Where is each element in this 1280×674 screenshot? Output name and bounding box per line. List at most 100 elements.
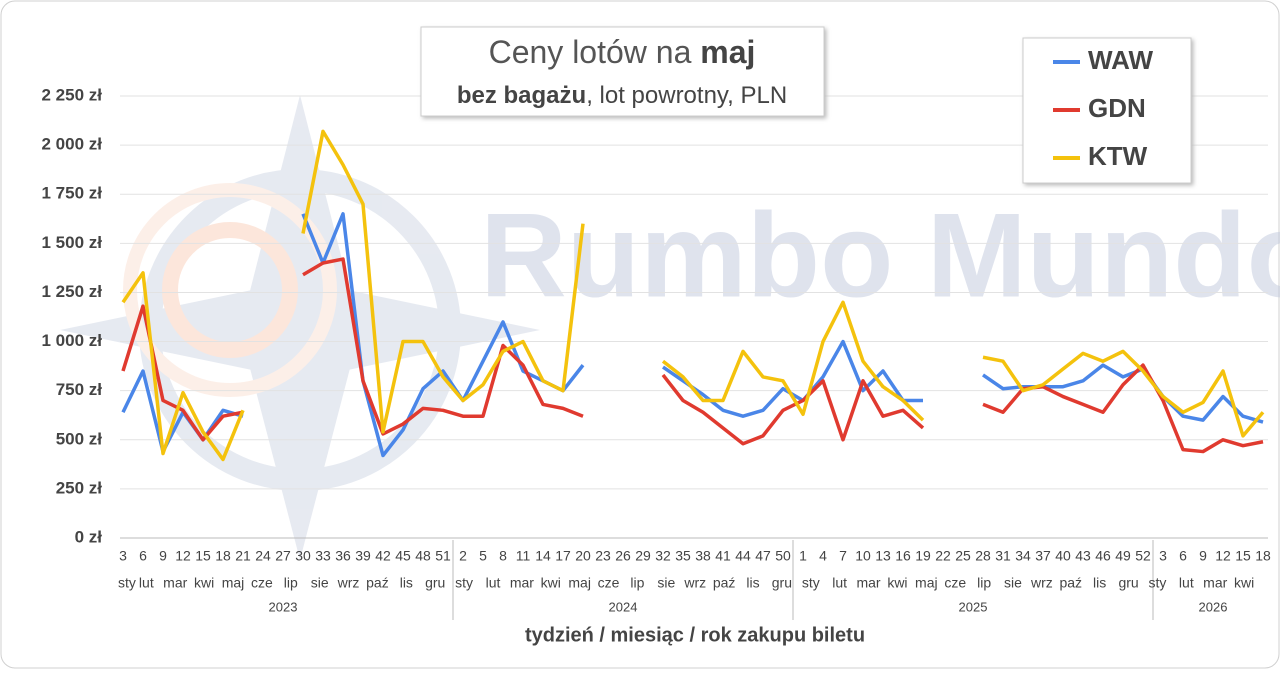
y-tick-label: 750 zł <box>56 380 103 399</box>
y-tick-label: 0 zł <box>75 527 103 546</box>
x-tick-label: 31 <box>995 548 1011 564</box>
month-label: maj <box>568 575 591 591</box>
year-label: 2023 <box>269 599 298 614</box>
x-tick-label: 15 <box>1235 548 1251 564</box>
x-tick-label: 29 <box>635 548 651 564</box>
x-tick-label: 38 <box>695 548 711 564</box>
month-label: kwi <box>194 575 214 591</box>
x-tick-label: 18 <box>215 548 231 564</box>
y-tick-label: 250 zł <box>56 478 103 497</box>
x-tick-label: 6 <box>1179 548 1187 564</box>
month-label: sty <box>802 575 820 591</box>
x-tick-label: 37 <box>1035 548 1051 564</box>
month-label: lip <box>284 575 298 591</box>
month-label: lip <box>630 575 644 591</box>
x-tick-label: 3 <box>1159 548 1167 564</box>
x-tick-label: 49 <box>1115 548 1131 564</box>
month-label: lis <box>1093 575 1106 591</box>
x-tick-label: 15 <box>195 548 211 564</box>
y-tick-label: 2 250 zł <box>42 85 103 104</box>
title-box <box>420 26 825 117</box>
watermark-text: Rumbo Mundo <box>480 189 1280 323</box>
month-label: cze <box>944 575 966 591</box>
legend-box <box>1022 37 1192 184</box>
x-tick-label: 26 <box>615 548 631 564</box>
subtitle-part: , lot powrotny, PLN <box>586 82 787 109</box>
chart-title: Ceny lotów na maj <box>489 34 756 70</box>
title-part: Ceny lotów na <box>489 34 701 70</box>
watermark-logo <box>60 95 540 560</box>
month-label: lip <box>977 575 991 591</box>
x-tick-label: 46 <box>1095 548 1111 564</box>
month-label: maj <box>915 575 938 591</box>
x-tick-label: 35 <box>675 548 691 564</box>
month-label: gru <box>425 575 445 591</box>
x-tick-label: 18 <box>1255 548 1271 564</box>
month-label: cze <box>598 575 620 591</box>
y-tick-label: 1 500 zł <box>42 233 103 252</box>
month-label: kwi <box>1234 575 1254 591</box>
x-tick-label: 14 <box>535 548 551 564</box>
series-line <box>121 257 1264 454</box>
legend-label: GDN <box>1088 93 1146 123</box>
x-tick-label: 8 <box>499 548 507 564</box>
legend-label: WAW <box>1088 45 1153 75</box>
x-tick-label: 3 <box>119 548 127 564</box>
x-tick-label: 17 <box>555 548 571 564</box>
month-label: kwi <box>887 575 907 591</box>
x-tick-label: 50 <box>775 548 791 564</box>
x-tick-label: 2 <box>459 548 467 564</box>
x-tick-label: 41 <box>715 548 731 564</box>
x-tick-label: 32 <box>655 548 671 564</box>
x-tick-label: 5 <box>479 548 487 564</box>
x-tick-label: 1 <box>799 548 807 564</box>
x-tick-label: 24 <box>255 548 271 564</box>
x-tick-label: 30 <box>295 548 311 564</box>
subtitle-part: bez bagażu <box>457 82 586 109</box>
month-label: mar <box>1203 575 1227 591</box>
month-label: lis <box>400 575 413 591</box>
month-label: paź <box>1059 575 1082 591</box>
x-tick-label: 12 <box>175 548 191 564</box>
x-tick-label: 4 <box>819 548 827 564</box>
month-label: wrz <box>1030 575 1053 591</box>
x-tick-label: 42 <box>375 548 391 564</box>
x-tick-label: 47 <box>755 548 771 564</box>
x-tick-label: 48 <box>415 548 431 564</box>
x-tick-label: 9 <box>1199 548 1207 564</box>
x-tick-label: 6 <box>139 548 147 564</box>
x-tick-label: 51 <box>435 548 451 564</box>
month-label: mar <box>856 575 880 591</box>
x-tick-label: 33 <box>315 548 331 564</box>
month-label: paź <box>366 575 389 591</box>
month-label: mar <box>510 575 534 591</box>
x-axis-title: tydzień / miesiąc / rok zakupu biletu <box>525 624 865 646</box>
month-label: sie <box>311 575 329 591</box>
month-label: lut <box>1179 575 1194 591</box>
month-label: paź <box>713 575 736 591</box>
year-label: 2025 <box>959 599 988 614</box>
x-tick-label: 45 <box>395 548 411 564</box>
x-tick-label: 36 <box>335 548 351 564</box>
x-tick-label: 44 <box>735 548 751 564</box>
x-tick-label: 7 <box>839 548 847 564</box>
month-label: lis <box>746 575 759 591</box>
month-label: lut <box>832 575 847 591</box>
chart-subtitle: bez bagażu, lot powrotny, PLN <box>457 82 787 109</box>
month-label: wrz <box>683 575 706 591</box>
month-label: mar <box>163 575 187 591</box>
title-part: maj <box>700 34 755 70</box>
year-label: 2026 <box>1199 599 1228 614</box>
x-tick-label: 23 <box>595 548 611 564</box>
y-tick-label: 1 250 zł <box>42 282 103 301</box>
x-tick-label: 40 <box>1055 548 1071 564</box>
x-tick-label: 22 <box>935 548 951 564</box>
month-label: lut <box>139 575 154 591</box>
x-tick-label: 39 <box>355 548 371 564</box>
month-label: cze <box>251 575 273 591</box>
x-tick-label: 21 <box>235 548 251 564</box>
month-label: sie <box>657 575 675 591</box>
x-tick-label: 12 <box>1215 548 1231 564</box>
